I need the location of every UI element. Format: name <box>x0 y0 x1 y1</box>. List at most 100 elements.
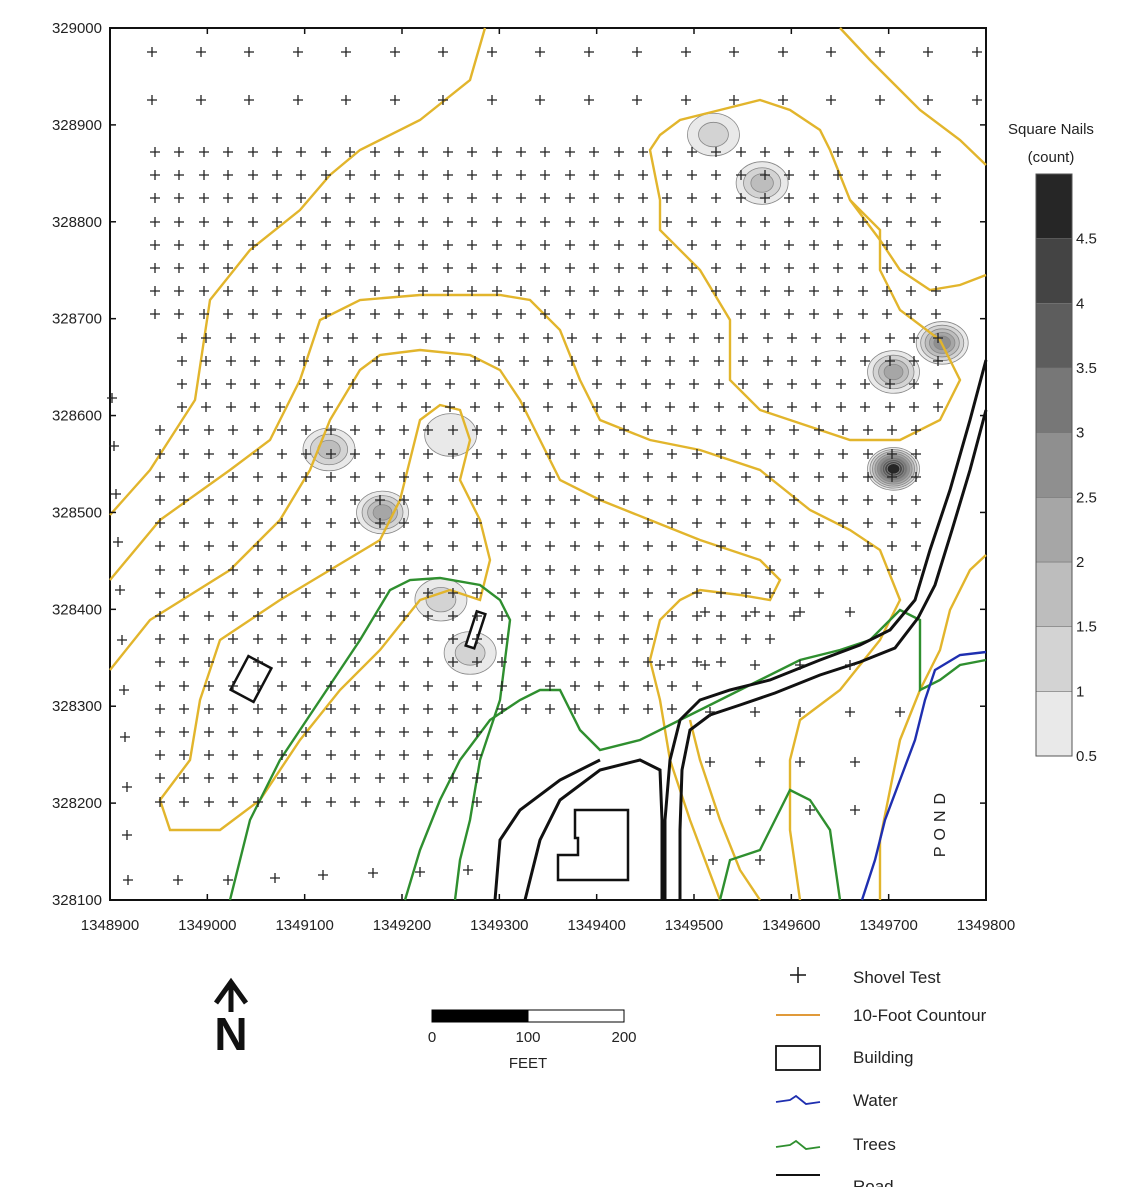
shovel-test <box>655 660 665 670</box>
shovel-test <box>765 634 775 644</box>
y-tick-label: 328100 <box>52 892 102 909</box>
shovel-test <box>784 147 794 157</box>
tree-line <box>718 788 842 901</box>
shovel-test <box>760 309 770 319</box>
shovel-test <box>397 356 407 366</box>
shovel-test <box>418 263 428 273</box>
shovel-test <box>972 47 982 57</box>
shovel-test <box>858 193 868 203</box>
shovel-test <box>177 402 187 412</box>
shovel-test <box>443 263 453 273</box>
shovel-test <box>592 333 602 343</box>
shovel-test <box>179 495 189 505</box>
shovel-test <box>795 660 805 670</box>
shovel-test <box>711 170 721 180</box>
shovel-test <box>687 170 697 180</box>
legend-item-contour: 10-Foot Countour <box>776 1006 987 1025</box>
shovel-test <box>301 611 311 621</box>
shovel-test <box>741 472 751 482</box>
shovel-test <box>662 170 672 180</box>
shovel-test <box>641 333 651 343</box>
shovel-test <box>390 95 400 105</box>
shovel-test <box>736 286 746 296</box>
shovel-test <box>423 681 433 691</box>
colorbar-tick-label: 4.5 <box>1076 231 1097 248</box>
shovel-test <box>860 379 870 389</box>
shovel-test <box>543 356 553 366</box>
shovel-test <box>736 170 746 180</box>
shovel-test <box>521 681 531 691</box>
shovel-test <box>584 47 594 57</box>
shovel-test <box>299 379 309 389</box>
shovel-test <box>299 402 309 412</box>
shovel-test <box>179 750 189 760</box>
shovel-test <box>570 449 580 459</box>
shovel-test <box>667 588 677 598</box>
shovel-test <box>838 565 848 575</box>
shovel-test <box>705 707 715 717</box>
shovel-test <box>445 356 455 366</box>
shovel-test <box>716 565 726 575</box>
colorbar-tick-label: 1 <box>1076 683 1084 700</box>
shovel-test <box>370 217 380 227</box>
shovel-test <box>497 704 507 714</box>
shovel-test <box>716 588 726 598</box>
shovel-test <box>448 565 458 575</box>
y-tick-label: 328300 <box>52 698 102 715</box>
shovel-test <box>909 402 919 412</box>
colorbar-swatch <box>1035 497 1073 563</box>
shovel-test <box>228 634 238 644</box>
shovel-test <box>741 541 751 551</box>
shovel-test <box>418 193 428 203</box>
shovel-test <box>443 193 453 203</box>
shovel-test <box>565 170 575 180</box>
shovel-test <box>301 425 311 435</box>
shovel-test <box>689 333 699 343</box>
colorbar-swatch <box>1035 432 1073 498</box>
shovel-test <box>470 402 480 412</box>
shovel-test <box>155 541 165 551</box>
shovel-test <box>545 518 555 528</box>
shovel-test <box>833 240 843 250</box>
north-arrow-head <box>213 977 249 1005</box>
shovel-test <box>638 217 648 227</box>
shovel-test <box>445 333 455 343</box>
x-tick-label: 1348900 <box>81 917 139 934</box>
shovel-test <box>741 425 751 435</box>
shovel-test <box>492 170 502 180</box>
shovel-test <box>497 657 507 667</box>
shovel-test <box>199 286 209 296</box>
shovel-test <box>738 333 748 343</box>
shovel-test <box>795 607 805 617</box>
shovel-test <box>826 95 836 105</box>
shovel-test <box>589 170 599 180</box>
shovel-test <box>667 449 677 459</box>
y-tick-label: 328800 <box>52 214 102 231</box>
shovel-test <box>497 541 507 551</box>
shovel-test <box>882 170 892 180</box>
shovel-test <box>150 217 160 227</box>
shovel-test <box>765 495 775 505</box>
shovel-test <box>787 356 797 366</box>
shovel-test <box>497 449 507 459</box>
shovel-test <box>423 588 433 598</box>
shovel-test <box>887 449 897 459</box>
shovel-test <box>838 449 848 459</box>
shovel-tests <box>107 47 982 885</box>
shovel-test <box>470 379 480 389</box>
contour-line <box>849 199 987 292</box>
shovel-test <box>423 750 433 760</box>
shovel-test <box>399 773 409 783</box>
shovel-test <box>858 217 868 227</box>
shovel-test <box>199 147 209 157</box>
shovel-test <box>521 495 531 505</box>
legend-item-shovel-test: Shovel Test <box>790 967 941 987</box>
shovel-test <box>318 870 328 880</box>
shovel-test <box>787 333 797 343</box>
shovel-test <box>472 704 482 714</box>
shovel-test <box>394 217 404 227</box>
shovel-test <box>226 356 236 366</box>
shovel-test <box>814 472 824 482</box>
legend-label: 10-Foot Countour <box>853 1006 987 1025</box>
